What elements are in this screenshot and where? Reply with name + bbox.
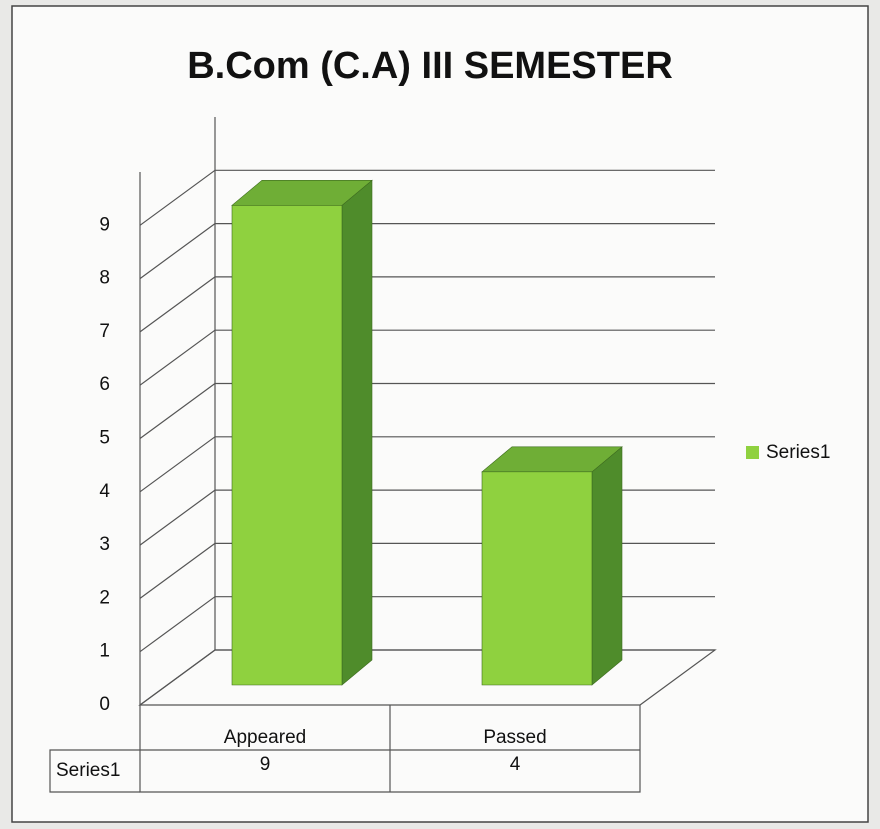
- table-row-label: Series1: [56, 760, 120, 781]
- grid-line: [139, 329, 715, 386]
- bar-side: [341, 179, 373, 686]
- bar: [481, 446, 623, 686]
- legend-swatch: [746, 446, 759, 459]
- chart-title: B.Com (C.A) III SEMESTER: [187, 45, 673, 87]
- grid-line: [139, 223, 715, 280]
- table-border: [49, 749, 140, 793]
- x-tick-label: Appeared: [224, 727, 306, 748]
- y-tick-label: 3: [99, 534, 110, 555]
- y-tick-label: 6: [99, 374, 110, 395]
- grid-line: [139, 276, 715, 333]
- x-tick-label: Passed: [483, 727, 546, 748]
- chart-frame: [11, 5, 869, 823]
- y-tick-label: 9: [99, 214, 110, 235]
- y-tick-label: 0: [99, 694, 110, 715]
- grid-line: [139, 382, 715, 439]
- bar-front: [481, 471, 593, 686]
- grid-line: [139, 169, 715, 226]
- table-value: 9: [260, 754, 271, 775]
- y-tick-label: 7: [99, 321, 110, 342]
- bar-front: [231, 205, 343, 686]
- bar-side: [591, 446, 623, 686]
- y-tick-label: 1: [99, 641, 110, 662]
- y-tick-label: 5: [99, 428, 110, 449]
- y-tick-label: 2: [99, 587, 110, 608]
- legend-label: Series1: [766, 442, 830, 463]
- grid-line: [139, 436, 715, 493]
- y-tick-label: 4: [99, 481, 110, 502]
- table-value: 4: [510, 754, 521, 775]
- y-tick-label: 8: [99, 268, 110, 289]
- bar: [231, 179, 373, 686]
